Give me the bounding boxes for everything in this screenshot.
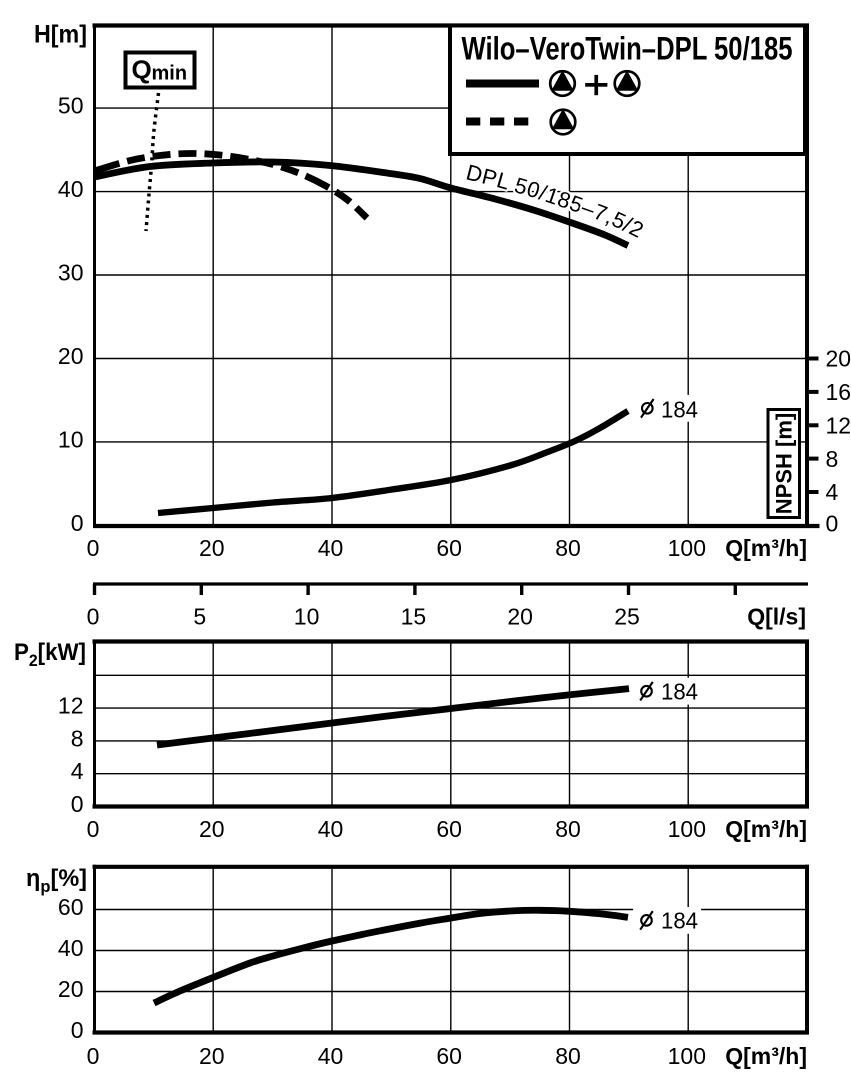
svg-text:40: 40 (318, 1043, 344, 1069)
svg-text:20: 20 (826, 346, 851, 372)
svg-text:0: 0 (71, 1017, 84, 1043)
svg-text:0: 0 (87, 1043, 100, 1069)
svg-text:30: 30 (58, 260, 84, 286)
svg-text:80: 80 (555, 1043, 581, 1069)
svg-text:184: 184 (661, 678, 698, 704)
svg-text:25: 25 (614, 604, 640, 630)
svg-text:0: 0 (87, 604, 100, 630)
svg-text:100: 100 (668, 535, 706, 561)
svg-text:16: 16 (826, 379, 851, 405)
svg-text:Q[m³/h]: Q[m³/h] (725, 816, 807, 842)
svg-text:4: 4 (71, 758, 84, 784)
svg-text:10: 10 (294, 604, 320, 630)
svg-text:4: 4 (826, 479, 839, 505)
svg-text:10: 10 (58, 426, 84, 452)
svg-text:Q[l/s]: Q[l/s] (747, 604, 806, 630)
svg-text:0: 0 (87, 816, 100, 842)
svg-text:H[m]: H[m] (34, 21, 87, 49)
svg-text:60: 60 (58, 894, 84, 920)
svg-text:60: 60 (436, 816, 462, 842)
svg-text:40: 40 (318, 816, 344, 842)
svg-text:8: 8 (826, 446, 839, 472)
svg-text:20: 20 (199, 816, 225, 842)
svg-text:40: 40 (318, 535, 344, 561)
svg-text:ηp[%]: ηp[%] (26, 865, 87, 896)
svg-text:15: 15 (401, 604, 427, 630)
svg-text:184: 184 (661, 397, 698, 423)
svg-text:12: 12 (58, 693, 84, 719)
svg-text:100: 100 (668, 1043, 706, 1069)
svg-text:80: 80 (555, 816, 581, 842)
svg-text:40: 40 (58, 935, 84, 961)
svg-text:Q[m³/h]: Q[m³/h] (725, 1043, 807, 1069)
svg-text:0: 0 (71, 510, 84, 536)
svg-text:20: 20 (199, 1043, 225, 1069)
svg-text:12: 12 (826, 413, 851, 439)
svg-text:Q[m³/h]: Q[m³/h] (725, 535, 807, 561)
svg-text:0: 0 (87, 535, 100, 561)
svg-text:100: 100 (668, 816, 706, 842)
svg-text:0: 0 (826, 511, 839, 537)
svg-text:min: min (152, 63, 188, 85)
svg-text:60: 60 (436, 535, 462, 561)
svg-text:80: 80 (555, 535, 581, 561)
svg-text:60: 60 (436, 1043, 462, 1069)
svg-text:20: 20 (507, 604, 533, 630)
svg-text:20: 20 (199, 535, 225, 561)
svg-text:40: 40 (58, 176, 84, 202)
svg-text:184: 184 (661, 908, 698, 934)
svg-text:0: 0 (71, 791, 84, 817)
svg-text:20: 20 (58, 343, 84, 369)
svg-text:8: 8 (71, 725, 84, 751)
svg-text:5: 5 (193, 604, 206, 630)
svg-text:Q: Q (132, 55, 152, 85)
svg-text:NPSH [m]: NPSH [m] (771, 413, 796, 514)
svg-text:Wilo–VeroTwin–DPL 50/185: Wilo–VeroTwin–DPL 50/185 (462, 31, 793, 67)
svg-text:20: 20 (58, 976, 84, 1002)
svg-text:P2[kW]: P2[kW] (14, 639, 86, 670)
svg-text:50: 50 (58, 93, 84, 119)
